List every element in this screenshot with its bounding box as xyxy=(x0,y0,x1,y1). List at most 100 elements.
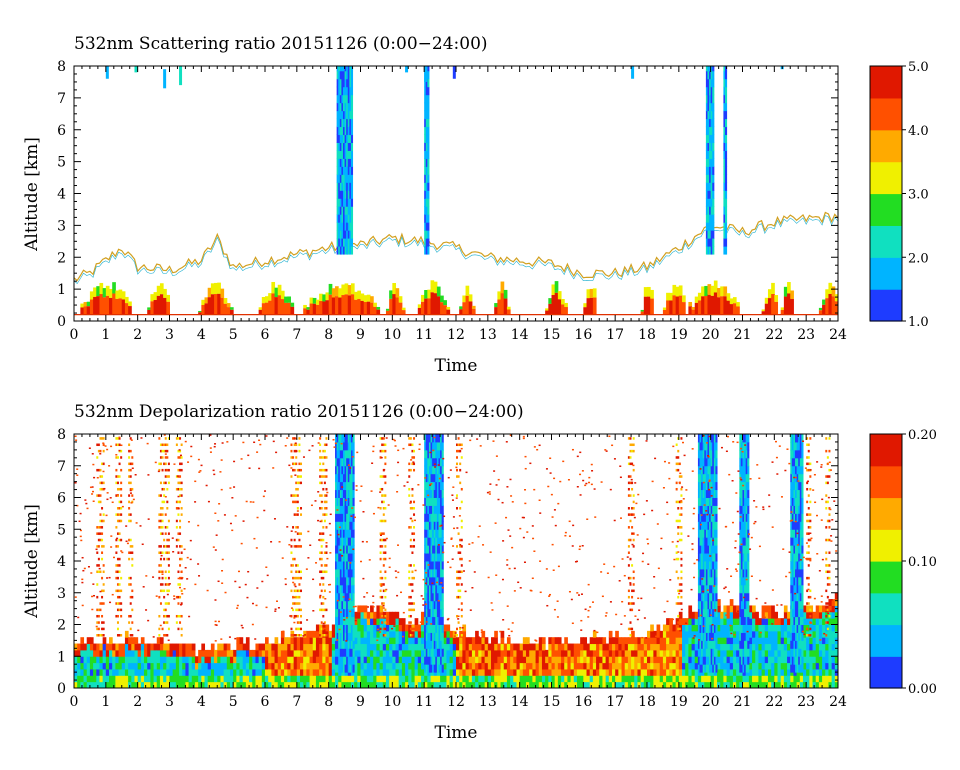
low-layer-cell xyxy=(500,293,505,315)
blue-column-cell xyxy=(745,545,748,554)
blue-column-cell xyxy=(744,529,747,538)
bl-cell xyxy=(497,662,502,670)
low-layer-cell xyxy=(220,297,225,315)
cloud-column-cell xyxy=(424,246,427,255)
low-layer-cell xyxy=(214,282,218,295)
blue-column-cell xyxy=(801,489,804,498)
blue-column-cell xyxy=(697,576,701,586)
bl-cell xyxy=(701,675,705,683)
cloud-column-cell xyxy=(712,66,715,72)
blue-column-cell xyxy=(740,656,743,665)
colorbar-band xyxy=(870,73,902,79)
blue-column-cell xyxy=(428,600,432,610)
blue-column-cell xyxy=(742,513,745,522)
low-layer-cell xyxy=(732,303,737,315)
bl-cell xyxy=(522,675,527,683)
bl-cell xyxy=(385,668,390,676)
bl-cell xyxy=(491,656,495,664)
low-layer-cell xyxy=(395,288,400,298)
bl-cell xyxy=(764,675,769,683)
bl-cell xyxy=(583,656,588,664)
bl-cell xyxy=(796,681,801,688)
streak-speck xyxy=(97,608,100,612)
bl-cell xyxy=(370,668,374,676)
bl-cell xyxy=(694,630,699,638)
blue-column-cell xyxy=(341,529,344,538)
bl-cell xyxy=(424,675,428,683)
blue-column-cell xyxy=(747,465,750,475)
bl-cell xyxy=(405,630,409,638)
bl-cell xyxy=(214,649,218,657)
blue-column-cell xyxy=(795,640,798,649)
bl-cell xyxy=(118,649,123,657)
bl-cell xyxy=(729,605,734,613)
blue-column-cell xyxy=(798,489,801,498)
blue-column-cell xyxy=(346,608,349,618)
cloud-column-cell xyxy=(338,150,341,159)
blue-column-cell xyxy=(341,600,344,610)
bl-cell xyxy=(89,637,94,645)
bl-cell xyxy=(713,675,718,683)
bl-cell xyxy=(688,656,693,664)
bl-cell xyxy=(732,675,737,683)
blue-column-cell xyxy=(742,632,745,641)
bl-cell xyxy=(621,649,626,657)
blue-column-cell xyxy=(336,576,339,586)
low-layer-cell xyxy=(503,289,508,299)
streak-speck xyxy=(96,468,99,472)
blue-column-cell xyxy=(338,600,341,610)
bl-cell xyxy=(376,668,381,676)
bl-cell xyxy=(217,675,221,683)
bl-cell xyxy=(561,649,565,657)
bl-cell xyxy=(163,662,167,670)
bl-cell xyxy=(229,681,234,688)
blue-column-cell xyxy=(350,664,354,673)
bl-cell xyxy=(777,656,782,664)
blue-column-cell xyxy=(705,505,708,514)
low-layer-cell xyxy=(207,297,212,315)
bl-cell xyxy=(669,637,673,645)
blue-column-cell xyxy=(742,608,745,618)
bl-cell xyxy=(385,662,390,670)
bl-cell xyxy=(506,668,511,676)
bl-cell xyxy=(631,637,635,645)
blue-column-cell xyxy=(430,576,433,586)
bl-cell xyxy=(80,668,85,676)
blue-column-cell xyxy=(341,592,344,602)
bl-cell xyxy=(89,668,94,676)
cloud-column-cell xyxy=(347,78,350,88)
blue-column-cell xyxy=(346,584,349,594)
blue-column-cell xyxy=(441,600,444,610)
bl-cell xyxy=(573,668,578,676)
blue-column-cell xyxy=(335,457,338,467)
colorbar-band xyxy=(870,269,902,274)
bl-cell xyxy=(124,681,129,688)
bl-cell xyxy=(265,675,269,683)
cloud-column-cell xyxy=(707,198,710,207)
bl-cell xyxy=(783,637,788,645)
bl-cell xyxy=(653,630,658,638)
blue-column-cell xyxy=(702,434,705,443)
blue-column-cell xyxy=(793,592,796,602)
cloud-column-cell xyxy=(349,150,352,159)
bl-cell xyxy=(752,605,756,613)
blue-column-cell xyxy=(338,505,341,514)
low-layer-cell xyxy=(787,282,791,294)
blue-column-cell xyxy=(707,465,710,475)
bl-cell xyxy=(385,656,390,664)
cloud-column-cell xyxy=(710,70,713,80)
streak-speck xyxy=(102,519,105,523)
bl-cell xyxy=(554,656,559,664)
low-layer-cell xyxy=(427,289,432,299)
low-layer-cell xyxy=(159,294,164,315)
blue-column-cell xyxy=(790,457,793,467)
cloud-column-cell xyxy=(425,206,428,215)
bl-cell xyxy=(74,681,78,688)
bl-cell xyxy=(319,662,323,670)
blue-column-cell xyxy=(715,529,718,538)
bl-cell xyxy=(522,662,527,670)
bl-cell xyxy=(526,662,530,670)
bl-cell xyxy=(328,675,333,683)
bl-cell xyxy=(586,675,591,683)
blue-column-cell xyxy=(350,521,354,530)
